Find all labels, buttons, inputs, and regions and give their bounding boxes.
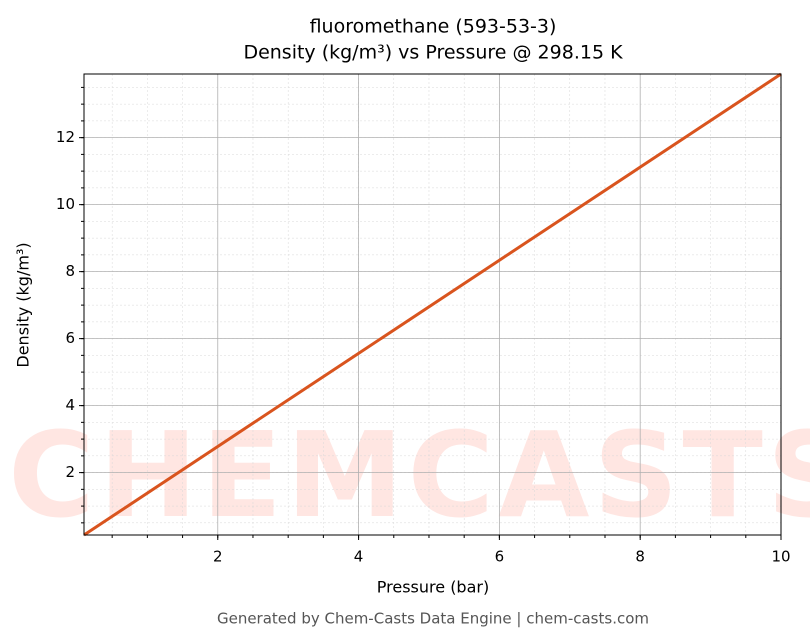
chart-subtitle: Density (kg/m³) vs Pressure @ 298.15 K [243, 42, 623, 64]
y-tick-label: 8 [65, 262, 75, 280]
y-tick-label: 12 [56, 128, 75, 146]
x-tick-label: 4 [354, 548, 364, 566]
x-tick-label: 6 [495, 548, 505, 566]
y-tick-label: 2 [65, 463, 75, 481]
y-tick-label: 10 [56, 195, 75, 213]
x-tick-label: 2 [213, 548, 223, 566]
data-line [83, 72, 782, 537]
chart-title: fluoromethane (593-53-3) [310, 16, 557, 38]
plot-frame [83, 73, 782, 536]
y-axis-label: Density (kg/m³) [14, 242, 33, 367]
y-tick-label: 6 [65, 329, 75, 347]
watermark: CHEMCASTS [8, 406, 810, 544]
x-axis-label: Pressure (bar) [377, 578, 489, 597]
x-tick-label: 10 [771, 548, 790, 566]
footer: Generated by Chem-Casts Data Engine | ch… [217, 610, 649, 628]
y-tick-label: 4 [65, 396, 75, 414]
x-tick-label: 8 [635, 548, 645, 566]
